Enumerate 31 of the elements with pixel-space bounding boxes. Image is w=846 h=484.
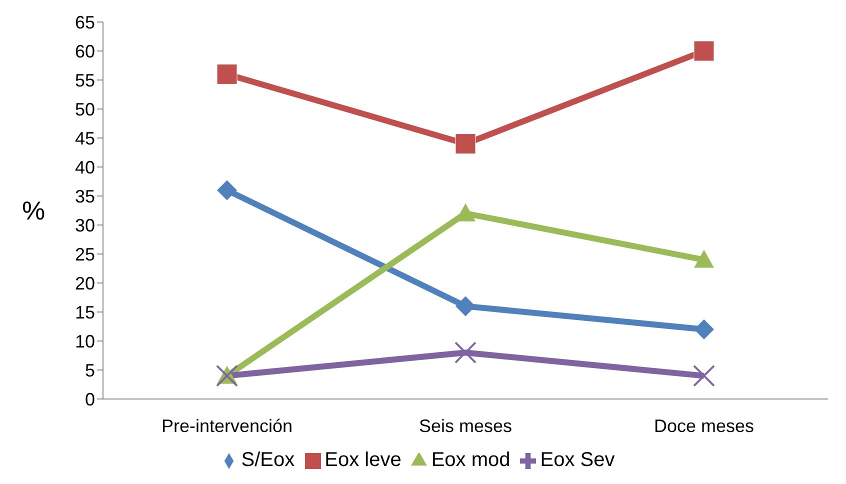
point xyxy=(216,64,238,84)
point xyxy=(694,319,714,340)
y-axis-title: % xyxy=(22,196,46,226)
x-tick-label: Doce meses xyxy=(654,416,754,436)
point xyxy=(694,250,714,268)
y-tick-label: 35 xyxy=(74,186,95,206)
legend-label: Eox Sev xyxy=(540,449,615,471)
y-tick-label: 0 xyxy=(84,389,95,410)
y-tick-label: 40 xyxy=(74,157,95,178)
y-tick-label: 25 xyxy=(74,244,95,264)
x-tick-label: Seis meses xyxy=(418,416,512,436)
y-tick-label: 15 xyxy=(74,302,95,322)
point xyxy=(693,364,715,387)
y-tick-label: 50 xyxy=(74,99,95,120)
y-tick-label: 60 xyxy=(74,41,95,62)
y-tick-label: 45 xyxy=(74,128,95,148)
point xyxy=(456,296,476,316)
point xyxy=(217,180,237,200)
y-tick-label: 10 xyxy=(74,331,95,352)
point xyxy=(694,40,714,62)
legend-label: Eox mod xyxy=(431,449,510,471)
y-tick-label: 5 xyxy=(84,360,95,380)
point xyxy=(455,134,476,154)
legend-label: Eox leve xyxy=(324,449,402,471)
point xyxy=(454,342,476,364)
x-tick-label: Pre-intervención xyxy=(161,416,293,436)
y-tick-label: 20 xyxy=(74,273,95,294)
y-tick-label: 65 xyxy=(74,12,95,32)
legend-label: S/Eox xyxy=(241,449,295,471)
y-tick-label: 55 xyxy=(74,70,95,90)
y-tick-label: 30 xyxy=(74,215,95,236)
